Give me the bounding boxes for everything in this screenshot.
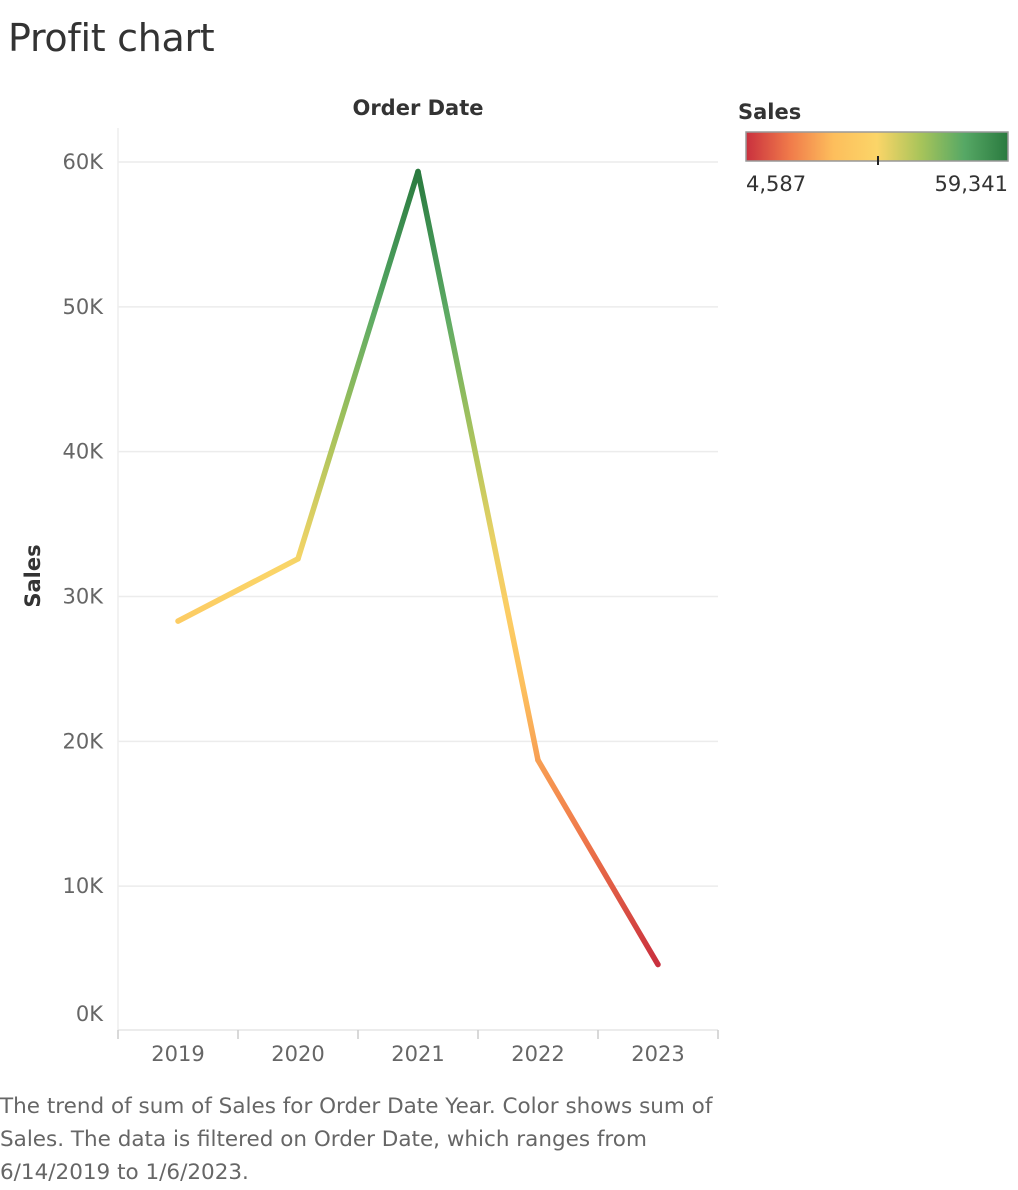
series-lines: [175, 168, 661, 968]
y-tick-label: 20K: [63, 729, 105, 753]
chart-caption: The trend of sum of Sales for Order Date…: [0, 1094, 713, 1185]
y-tick-label: 40K: [63, 440, 105, 464]
sales-line-chart: 0K 10K 20K 30K 40K 50K 60K 2019 2020 2021 2022 2023…: [21, 96, 1009, 1066]
x-tick-label: 2021: [391, 1042, 444, 1066]
sales-line-segment[interactable]: [535, 757, 661, 968]
y-tick-label: 10K: [63, 874, 105, 898]
x-axis-title: Order Date: [352, 96, 483, 120]
y-tick-label: 60K: [63, 150, 105, 174]
legend-min-label: 4,587: [746, 172, 806, 196]
x-tick-label: 2019: [151, 1042, 204, 1066]
x-tick-label: 2022: [511, 1042, 564, 1066]
x-tick-label: 2023: [631, 1042, 684, 1066]
sales-line-segment[interactable]: [175, 556, 301, 624]
y-tick-label: 0K: [76, 1002, 104, 1026]
y-axis-title: Sales: [21, 544, 45, 607]
legend-title: Sales: [738, 100, 801, 124]
y-tick-label: 50K: [63, 295, 105, 319]
x-tick-label: 2020: [271, 1042, 324, 1066]
y-tick-label: 30K: [63, 585, 105, 609]
sales-line-segment[interactable]: [415, 168, 541, 763]
page-title: Profit chart: [8, 16, 215, 60]
axes: 0K 10K 20K 30K 40K 50K 60K 2019 2020 2021 2022 2023…: [21, 96, 719, 1066]
gridlines: [118, 161, 718, 887]
sales-line-segment[interactable]: [295, 168, 421, 562]
color-legend: Sales 4,587 59,341: [738, 100, 1009, 196]
legend-max-label: 59,341: [935, 172, 1008, 196]
